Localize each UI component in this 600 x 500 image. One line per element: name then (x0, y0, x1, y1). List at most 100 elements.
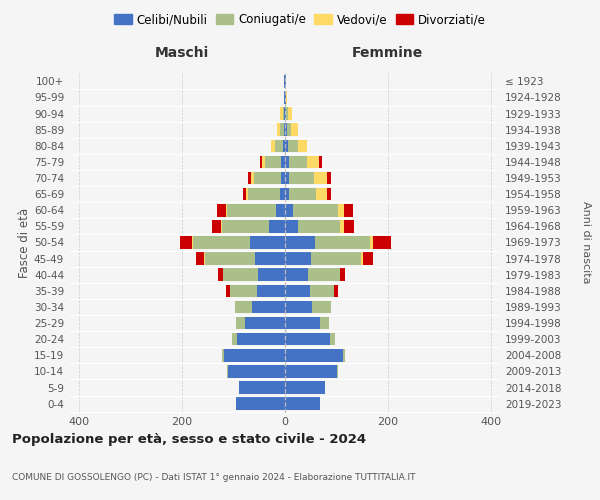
Bar (326, 172, 331, 184)
Bar (285, 300, 312, 313)
Bar (251, 300, 285, 313)
Bar (250, 236, 285, 249)
Text: Popolazione per età, sesso e stato civile - 2024: Popolazione per età, sesso e stato civil… (12, 432, 366, 446)
Bar (316, 188, 326, 200)
Bar (204, 252, 205, 265)
Legend: Celibi/Nubili, Coniugati/e, Vedovi/e, Divorziati/e: Celibi/Nubili, Coniugati/e, Vedovi/e, Di… (109, 8, 491, 31)
Bar (285, 252, 311, 265)
Bar (265, 156, 281, 168)
Bar (205, 252, 255, 265)
Bar (212, 220, 221, 232)
Bar (285, 172, 289, 184)
Bar (310, 284, 334, 297)
Bar (223, 268, 258, 281)
Bar (281, 172, 285, 184)
Bar (251, 172, 254, 184)
Bar (283, 108, 284, 120)
Bar (285, 140, 287, 152)
Bar (362, 252, 373, 265)
Bar (269, 220, 285, 232)
Bar (285, 108, 286, 120)
Bar (330, 333, 335, 345)
Bar (221, 220, 222, 232)
Bar (227, 204, 276, 216)
Bar (281, 156, 285, 168)
Bar (226, 284, 230, 297)
Bar (227, 365, 229, 378)
Bar (289, 188, 316, 200)
Bar (337, 365, 338, 378)
Bar (260, 156, 262, 168)
Bar (244, 188, 247, 200)
Bar (257, 284, 285, 297)
Bar (235, 300, 251, 313)
Bar (196, 252, 204, 265)
Bar (344, 204, 353, 216)
Bar (277, 124, 280, 136)
Bar (361, 252, 362, 265)
Bar (285, 349, 343, 362)
Text: COMUNE DI GOSSOLENGO (PC) - Dati ISTAT 1° gennaio 2024 - Elaborazione TUTTITALIA: COMUNE DI GOSSOLENGO (PC) - Dati ISTAT 1… (12, 473, 415, 482)
Bar (179, 236, 193, 249)
Bar (255, 252, 285, 265)
Bar (319, 156, 322, 168)
Bar (285, 204, 293, 216)
Bar (229, 365, 285, 378)
Bar (340, 220, 344, 232)
Bar (284, 108, 285, 120)
Bar (280, 108, 283, 120)
Text: Femmine: Femmine (352, 46, 424, 60)
Bar (285, 365, 337, 378)
Bar (218, 268, 223, 281)
Bar (193, 236, 250, 249)
Y-axis label: Fasce di età: Fasce di età (18, 208, 31, 278)
Bar (236, 398, 285, 410)
Bar (285, 381, 325, 394)
Bar (283, 140, 285, 152)
Bar (307, 156, 319, 168)
Bar (248, 172, 251, 184)
Bar (298, 220, 340, 232)
Bar (344, 220, 355, 232)
Bar (320, 317, 329, 330)
Bar (280, 188, 285, 200)
Bar (308, 268, 340, 281)
Bar (230, 284, 257, 297)
Bar (312, 300, 331, 313)
Bar (275, 140, 283, 152)
Bar (284, 124, 285, 136)
Bar (287, 124, 290, 136)
Bar (298, 140, 307, 152)
Bar (239, 381, 285, 394)
Text: Maschi: Maschi (155, 46, 209, 60)
Bar (343, 349, 344, 362)
Bar (287, 140, 298, 152)
Bar (285, 268, 308, 281)
Bar (237, 333, 285, 345)
Bar (311, 252, 361, 265)
Bar (314, 172, 326, 184)
Bar (289, 156, 307, 168)
Bar (226, 204, 227, 216)
Bar (285, 220, 298, 232)
Bar (326, 188, 331, 200)
Bar (245, 317, 285, 330)
Bar (222, 349, 224, 362)
Bar (276, 204, 285, 216)
Bar (236, 317, 245, 330)
Y-axis label: Anni di nascita: Anni di nascita (581, 201, 592, 283)
Bar (285, 284, 310, 297)
Bar (258, 268, 285, 281)
Bar (285, 236, 315, 249)
Bar (285, 398, 320, 410)
Bar (287, 108, 292, 120)
Bar (262, 156, 265, 168)
Bar (293, 204, 338, 216)
Bar (222, 220, 269, 232)
Bar (285, 124, 287, 136)
Bar (247, 188, 248, 200)
Bar (285, 317, 320, 330)
Bar (280, 124, 284, 136)
Bar (286, 91, 287, 104)
Bar (286, 108, 287, 120)
